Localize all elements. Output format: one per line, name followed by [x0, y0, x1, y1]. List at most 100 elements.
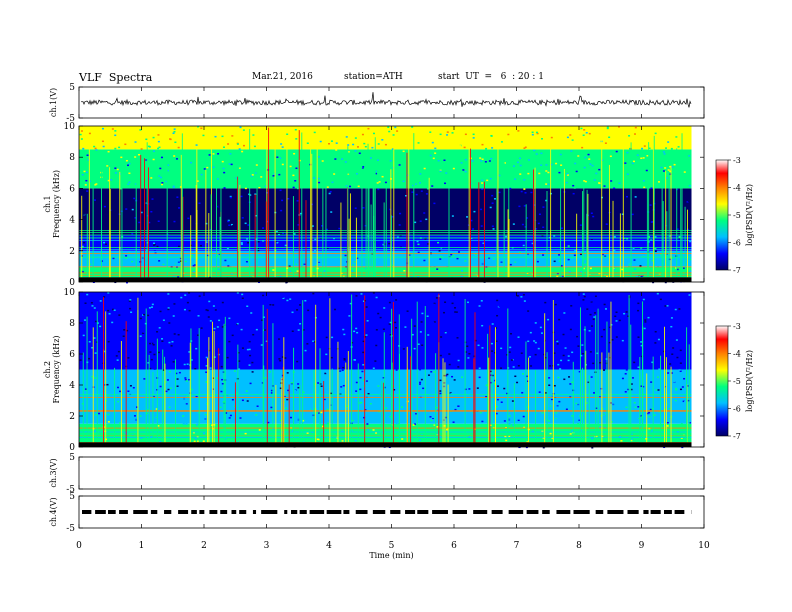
- ch2-spectrogram-speckle: [378, 295, 381, 297]
- ch2-spectrogram-speckle: [231, 334, 234, 337]
- ch1-spectrogram-speckle: [334, 158, 337, 160]
- ch1-spectrogram-speckle: [82, 198, 85, 200]
- ch1-spectrogram-speckle: [684, 273, 687, 275]
- ch1-spectrogram-speckle: [354, 137, 357, 139]
- ch1-spectrogram-speckle: [356, 240, 359, 243]
- ch1-spectrogram-speckle: [131, 260, 134, 263]
- ch1-spectrogram-speckle: [584, 263, 587, 265]
- ch2-spectrogram-speckle: [516, 381, 519, 384]
- ch2-spectrogram-speckle: [106, 383, 109, 386]
- ch2-spectrogram-speckle: [523, 300, 526, 302]
- ch2-spectrogram-speckle: [643, 327, 646, 330]
- ch2-spectrogram-speckle: [483, 398, 486, 401]
- ch2-spectrogram-speckle: [296, 360, 299, 363]
- ch2-spectrogram-speckle: [370, 296, 373, 299]
- ch2-spectrogram-speckle: [430, 419, 433, 422]
- ch1-spectrogram-speckle: [481, 188, 484, 191]
- ch1-spectrogram-speckle: [673, 163, 676, 166]
- ch1-spectrogram-speckle: [423, 167, 426, 170]
- ch2-spectrogram-speckle: [202, 407, 205, 409]
- ch1-spectrogram-speckle: [579, 224, 582, 226]
- ch1-spectrogram-speckle: [616, 253, 619, 256]
- ch1-spectrogram-speckle: [593, 179, 596, 181]
- ch1-spectrogram-speckle: [317, 158, 320, 160]
- ch1-spectrogram-speckle: [582, 134, 585, 136]
- ch2-spectrogram-speckle: [376, 412, 379, 414]
- ch1-spectrogram-speckle: [499, 217, 502, 220]
- ch2-spectrogram-speckle: [594, 295, 597, 298]
- ch1-spectrogram-speckle: [294, 180, 297, 182]
- ch1-spectrogram-speckle: [245, 260, 248, 263]
- ch2-spectrogram-speckle: [283, 417, 286, 420]
- ch1-spectrogram-band-2: [79, 250, 692, 267]
- ch1-spectrogram-speckle: [613, 187, 616, 190]
- ch4-waveform-panel: 5-5ch.4(V): [49, 492, 705, 534]
- ch1-spectrogram-speckle: [557, 194, 560, 196]
- ch1-spectrogram-speckle: [632, 160, 635, 163]
- ch2-spectrogram-speckle: [125, 433, 128, 435]
- ch1-spectrogram-speckle: [605, 223, 608, 225]
- ch2-spectrogram-speckle: [684, 401, 687, 403]
- ch2-spectrogram-speckle: [593, 392, 596, 394]
- ch1-spectrogram-speckle: [170, 222, 173, 224]
- ch1-spectrogram-speckle: [498, 191, 501, 194]
- ch1-spectrogram-speckle: [466, 216, 469, 218]
- ch2-spectrogram-speckle: [367, 393, 370, 395]
- ch4-waveform-pulse: [284, 510, 288, 514]
- ch1-spectrogram-speckle: [357, 167, 360, 170]
- ch2-spectrogram-speckle: [467, 357, 470, 359]
- ch1-spectrogram-speckle: [93, 199, 96, 201]
- ch2-spectrogram-speckle: [153, 368, 156, 370]
- ch1-spectrogram-speckle: [223, 171, 226, 174]
- ch1-spectrogram-speckle: [556, 272, 559, 275]
- ch2-spectrogram-speckle: [272, 304, 275, 306]
- ch1-spectrogram-speckle: [250, 247, 253, 250]
- ch1-spectrogram-speckle: [439, 170, 442, 172]
- ch1-spectrogram-speckle: [613, 135, 616, 138]
- ch2-spectrogram-speckle: [91, 346, 94, 349]
- ch2-spectrogram-speckle: [464, 351, 467, 353]
- ch1-spectrogram-speckle: [246, 259, 249, 262]
- ch2-spectrogram-speckle: [445, 374, 448, 377]
- ch1-spectrogram-speckle: [462, 131, 465, 133]
- ch1-spectrogram-speckle: [419, 173, 422, 175]
- ch2-spectrogram-speckle: [150, 436, 153, 438]
- ch1-spectrogram-speckle: [633, 259, 636, 261]
- ch2-spectrogram-speckle: [684, 326, 687, 328]
- ch1-spectrogram-speckle: [125, 257, 128, 259]
- ch2-spectrogram-speckle: [485, 384, 488, 386]
- ch2-spectrogram-speckle: [681, 386, 684, 388]
- ch2-spectrogram-speckle: [639, 415, 642, 417]
- ch2-spectrogram-speckle: [395, 369, 398, 371]
- ch1-spectrogram-speckle: [101, 241, 104, 244]
- ch2-spectrogram-speckle: [565, 408, 568, 411]
- ch2-spectrogram-speckle: [221, 378, 224, 381]
- ch1-spectrogram-speckle: [618, 242, 621, 244]
- ch1-spectrogram-speckle: [533, 149, 536, 152]
- ch1-spectrogram-speckle: [545, 170, 548, 172]
- ch2-spectrogram-speckle: [506, 354, 509, 356]
- ch2-spectrogram-speckle: [637, 366, 640, 369]
- ch2-spectrogram-speckle: [91, 309, 94, 312]
- ch1-spectrogram-speckle: [203, 170, 206, 172]
- ch2-spectrogram-speckle: [569, 383, 572, 385]
- ch2-spectrogram-speckle: [113, 309, 116, 312]
- ch2-spectrogram-speckle: [209, 320, 212, 322]
- ch2-spectrogram-speckle: [652, 315, 655, 317]
- ch1-spectrogram-speckle: [257, 247, 260, 250]
- ch1-spectrogram-speckle: [541, 138, 544, 140]
- ch1-spectrogram-speckle: [516, 161, 519, 164]
- ch1-spectrogram-speckle: [394, 126, 397, 129]
- ch2-spectrogram-speckle: [679, 370, 682, 372]
- ch1-spectrogram-speckle: [431, 185, 434, 187]
- ch1-spectrogram-speckle: [416, 184, 419, 186]
- ch2-spectrogram-speckle: [176, 378, 179, 380]
- ch2-spectrogram-speckle: [538, 391, 541, 393]
- ch1-spectrogram-speckle: [566, 174, 569, 176]
- ch2-spectrogram-speckle: [306, 348, 309, 350]
- ch1-spectrogram-speckle: [193, 208, 196, 211]
- ch2-spectrogram-speckle: [641, 322, 644, 324]
- ch1-spectrogram-speckle: [443, 159, 446, 162]
- ch1-spectrogram-speckle: [687, 143, 690, 146]
- colorbar-tick-label: -5: [733, 211, 741, 220]
